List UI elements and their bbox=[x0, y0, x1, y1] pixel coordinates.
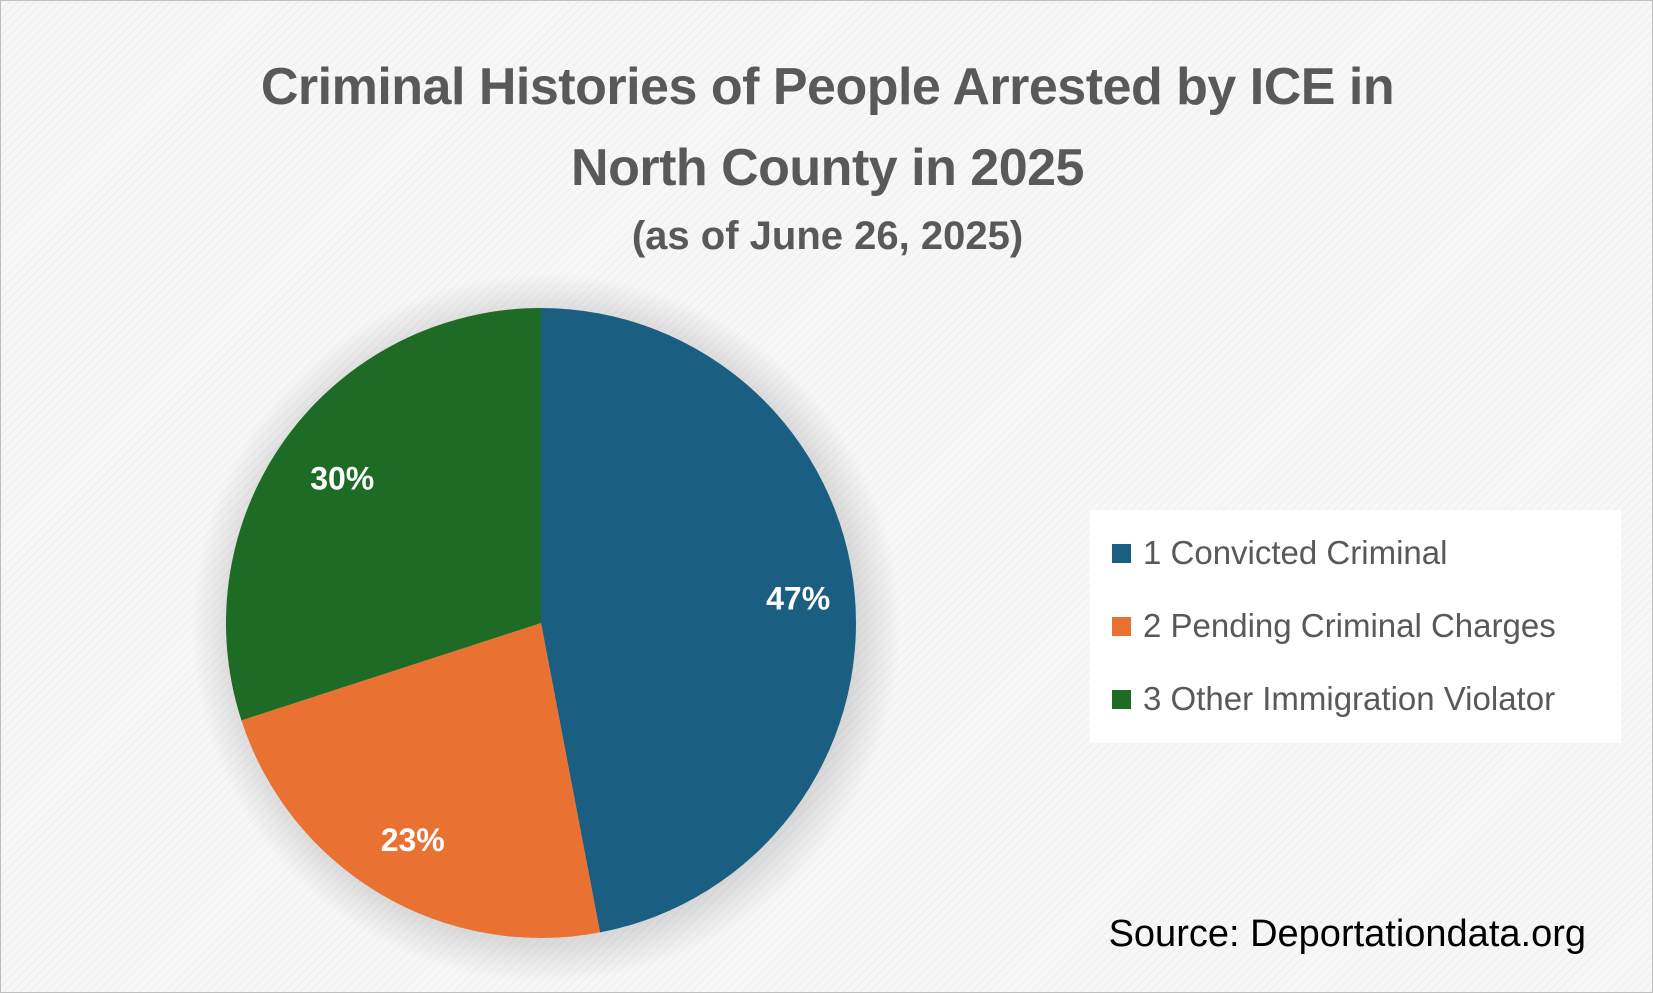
chart-title-line-2: North County in 2025 bbox=[571, 139, 1084, 197]
legend-swatch-other-immigration-violator bbox=[1112, 689, 1131, 709]
pie-slice-pending-criminal-charges bbox=[241, 623, 601, 938]
data-label-pending-criminal-charges: 23% bbox=[381, 822, 445, 858]
legend: 1 Convicted Criminal 2 Pending Criminal … bbox=[1090, 510, 1621, 743]
pie-slice-other-immigration-violator bbox=[225, 308, 541, 721]
legend-label-pending-criminal-charges: 2 Pending Criminal Charges bbox=[1143, 607, 1556, 644]
data-label-other-immigration-violator: 30% bbox=[310, 461, 374, 497]
legend-item-pending-criminal-charges: 2 Pending Criminal Charges bbox=[1112, 606, 1556, 646]
legend-swatch-convicted-criminal bbox=[1112, 543, 1131, 563]
pie-chart: 47% 23% 30% bbox=[191, 273, 901, 983]
legend-swatch-pending-criminal-charges bbox=[1112, 616, 1131, 636]
source-note: Source: Deportationdata.org bbox=[1108, 913, 1586, 955]
legend-item-convicted-criminal: 1 Convicted Criminal bbox=[1112, 533, 1447, 573]
chart-title-line-1: Criminal Histories of People Arrested by… bbox=[260, 58, 1395, 116]
data-label-convicted-criminal: 47% bbox=[766, 581, 830, 617]
legend-label-other-immigration-violator: 3 Other Immigration Violator bbox=[1143, 680, 1556, 717]
pie-slice-convicted-criminal bbox=[541, 308, 857, 933]
legend-item-other-immigration-violator: 3 Other Immigration Violator bbox=[1112, 679, 1555, 719]
chart-subtitle: (as of June 26, 2025) bbox=[631, 214, 1024, 258]
legend-label-convicted-criminal: 1 Convicted Criminal bbox=[1143, 534, 1448, 571]
